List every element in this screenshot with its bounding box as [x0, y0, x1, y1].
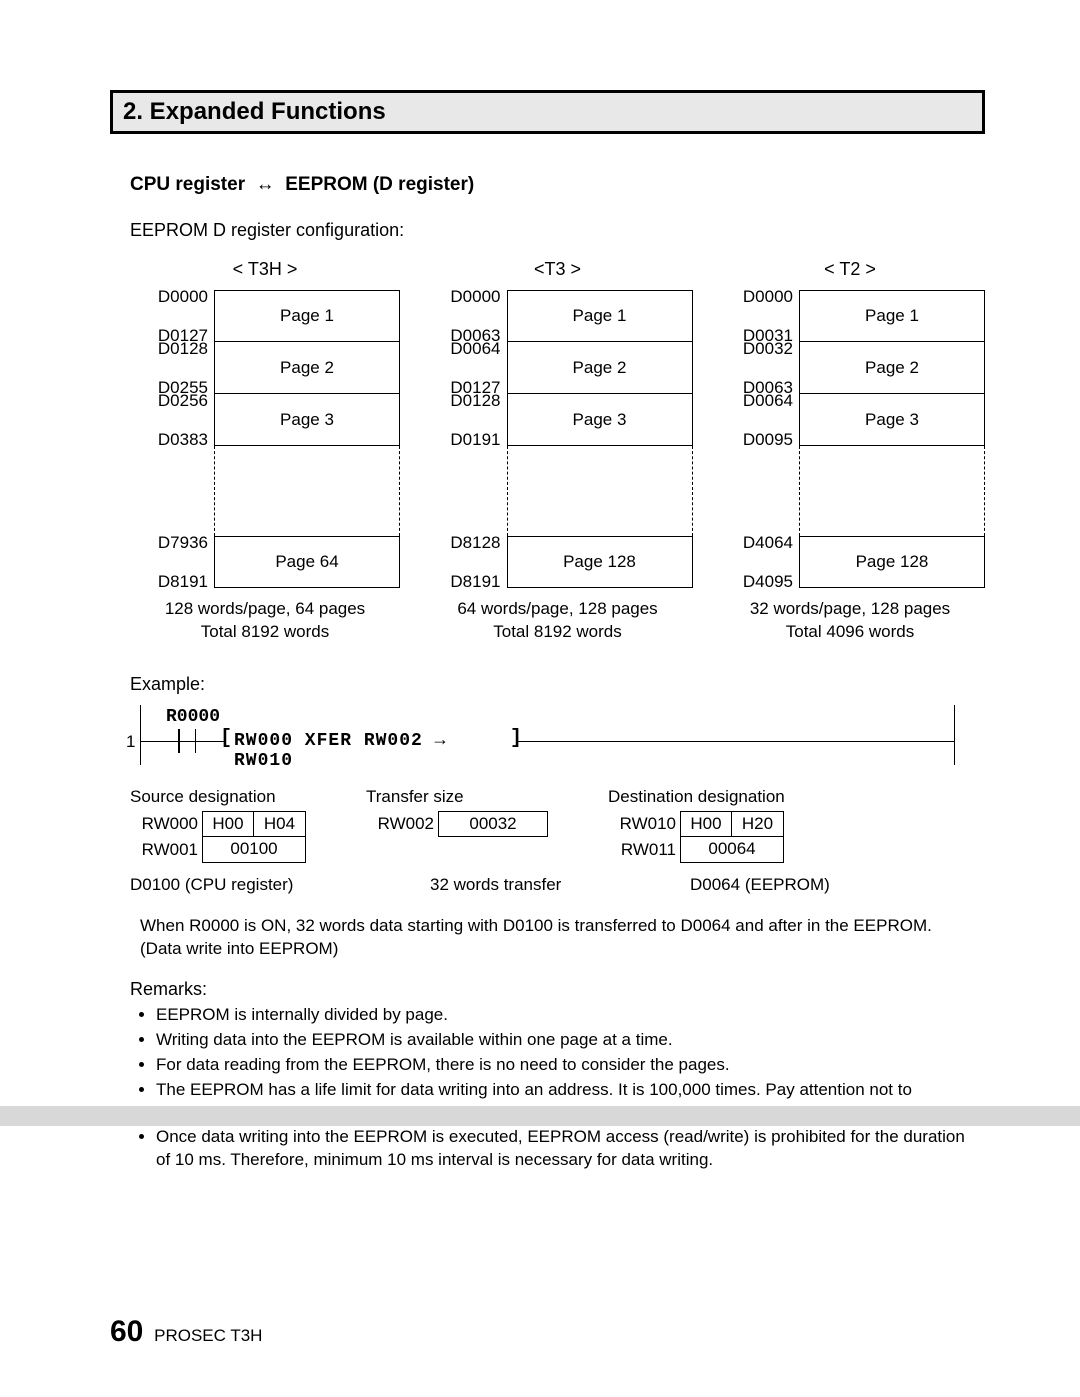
diagram-col-t2: < T2 > D0000D0031 Page 1 D0032D0063 Page… [715, 259, 985, 644]
gap-box [799, 446, 985, 536]
contact-label: R0000 [166, 707, 220, 727]
col-header: < T2 > [715, 259, 985, 280]
subtitle-right: EEPROM (D register) [285, 174, 474, 195]
source-desc: D0100 (CPU register) [130, 875, 370, 895]
page-box: Page 1 [799, 290, 985, 342]
diagram-col-t3: <T3 > D0000D0063 Page 1 D0064D0127 Page … [423, 259, 693, 644]
rung-number: 1 [126, 732, 135, 752]
remarks-list: EEPROM is internally divided by page. Wr… [156, 1004, 965, 1173]
page-box: Page 1 [507, 290, 693, 342]
table-descriptions: D0100 (CPU register) 32 words transfer D… [130, 875, 985, 895]
ladder-diagram: 1 R0000 [ RW000 XFER RW002 → RW010 ] [140, 705, 955, 765]
remarks-label: Remarks: [130, 979, 985, 1000]
diagrams-row: < T3H > D0000D0127 Page 1 D0128D0255 Pag… [130, 259, 985, 644]
page-box: Page 2 [214, 342, 400, 394]
double-arrow-icon: ↔ [256, 174, 275, 195]
register-tables: Source designation RW000 H00 H04 RW001 0… [130, 787, 985, 863]
diagram-col-t3h: < T3H > D0000D0127 Page 1 D0128D0255 Pag… [130, 259, 400, 644]
table-title: Transfer size [366, 787, 548, 807]
col-summary: 64 words/page, 128 pages Total 8192 word… [423, 598, 693, 644]
subtitle-left: CPU register [130, 174, 245, 195]
page-box: Page 3 [799, 394, 985, 446]
table-title: Destination designation [608, 787, 785, 807]
page-number: 60 [110, 1315, 143, 1348]
table-title: Source designation [130, 787, 306, 807]
footer-text: PROSEC T3H [154, 1326, 262, 1345]
explanation-paragraph: When R0000 is ON, 32 words data starting… [140, 915, 965, 961]
page-box: Page 3 [507, 394, 693, 446]
config-label: EEPROM D register configuration: [130, 220, 985, 241]
remark-item: Once data writing into the EEPROM is exe… [156, 1126, 965, 1172]
gap-box [507, 446, 693, 536]
size-desc: 32 words transfer [430, 875, 630, 895]
remark-item: For data reading from the EEPROM, there … [156, 1054, 965, 1077]
page-box: Page 1 [214, 290, 400, 342]
dest-desc: D0064 (EEPROM) [690, 875, 830, 895]
page-box: Page 3 [214, 394, 400, 446]
page-box: Page 128 [507, 536, 693, 588]
col-summary: 32 words/page, 128 pages Total 4096 word… [715, 598, 985, 644]
remark-item: EEPROM is internally divided by page. [156, 1004, 965, 1027]
page-footer: 60 PROSEC T3H [110, 1315, 262, 1349]
example-label: Example: [130, 674, 985, 695]
col-summary: 128 words/page, 64 pages Total 8192 word… [130, 598, 400, 644]
col-header: <T3 > [423, 259, 693, 280]
function-block: [ RW000 XFER RW002 → RW010 ] [226, 729, 516, 753]
source-table: Source designation RW000 H00 H04 RW001 0… [130, 787, 306, 863]
col-header: < T3H > [130, 259, 400, 280]
remark-item: Writing data into the EEPROM is availabl… [156, 1029, 965, 1052]
subtitle: CPU register ↔ EEPROM (D register) [130, 174, 985, 196]
page-box: Page 64 [214, 536, 400, 588]
section-header: 2. Expanded Functions [110, 90, 985, 134]
function-block-text: RW000 XFER RW002 → RW010 [234, 731, 516, 771]
contact-icon [170, 729, 204, 753]
dest-table: Destination designation RW010 H00 H20 RW… [608, 787, 785, 863]
gap-box [214, 446, 400, 536]
size-table: Transfer size RW002 00032 [366, 787, 548, 863]
page-box: Page 2 [799, 342, 985, 394]
shade-bar [0, 1106, 1080, 1126]
page-box: Page 128 [799, 536, 985, 588]
page-box: Page 2 [507, 342, 693, 394]
